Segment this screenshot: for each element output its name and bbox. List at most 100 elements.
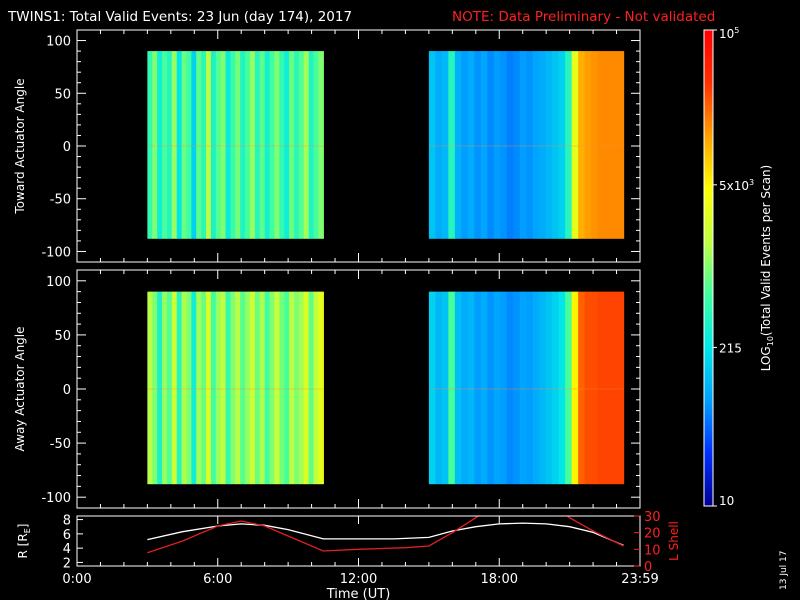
heatmap-column bbox=[264, 51, 271, 239]
heatmap-column bbox=[308, 291, 315, 485]
heatmap-column bbox=[147, 291, 153, 485]
preliminary-note: NOTE: Data Preliminary - Not validated bbox=[452, 9, 715, 25]
heatmap-column bbox=[206, 51, 212, 239]
y-tick-label: -100 bbox=[41, 245, 71, 260]
heatmap-column bbox=[610, 291, 618, 485]
heatmap-column bbox=[610, 51, 618, 239]
heatmap-column bbox=[186, 291, 192, 485]
heatmap-column bbox=[240, 291, 246, 485]
y-axis-label: Away Actuator Angle bbox=[13, 326, 27, 451]
colorbar-tick-label: 5x103 bbox=[719, 178, 754, 193]
heatmap-column bbox=[591, 51, 599, 239]
heatmap-column bbox=[210, 51, 217, 239]
heatmap-column bbox=[157, 291, 163, 485]
colorbar-tick-label-sup: 3 bbox=[749, 178, 754, 187]
heatmap-column bbox=[428, 51, 436, 239]
heatmap-column bbox=[539, 291, 547, 485]
heatmap-column bbox=[191, 291, 197, 485]
heatmap-column bbox=[519, 51, 527, 239]
heatmap-column bbox=[545, 51, 553, 239]
heatmap-column bbox=[269, 291, 276, 485]
heatmap-column bbox=[435, 291, 443, 485]
heatmap-column bbox=[152, 51, 158, 239]
heatmap-column bbox=[181, 51, 188, 239]
heatmap-column bbox=[298, 291, 305, 485]
heatmap-column bbox=[318, 51, 324, 239]
heatmap-column bbox=[225, 51, 232, 239]
heatmap-column bbox=[578, 291, 586, 485]
heatmap-column bbox=[474, 51, 482, 239]
heatmap-column bbox=[428, 291, 436, 485]
y-tick-label: 50 bbox=[54, 87, 71, 102]
colorbar-label-rest: (Total Valid Events per Scan) bbox=[759, 165, 773, 336]
heatmap-column bbox=[526, 291, 534, 485]
left-y-tick-label: 2 bbox=[63, 556, 71, 571]
heatmap-column bbox=[206, 291, 212, 485]
heatmap-column bbox=[513, 291, 521, 485]
heatmap-column bbox=[303, 51, 310, 239]
heatmap-column bbox=[597, 51, 605, 239]
heatmap-column bbox=[289, 291, 295, 485]
colorbar-tick-label: 105 bbox=[719, 26, 739, 41]
heatmap-column bbox=[506, 51, 514, 239]
heatmap-column bbox=[240, 51, 246, 239]
heatmap-column bbox=[552, 51, 560, 239]
heatmap-column bbox=[526, 51, 534, 239]
heatmap-column bbox=[259, 51, 266, 239]
left-axis-label-sub: E bbox=[23, 528, 32, 533]
colorbar-tick-label-base: 10 bbox=[719, 494, 734, 508]
heatmap-column bbox=[152, 291, 158, 485]
heatmap-column bbox=[571, 291, 579, 485]
heatmap-column bbox=[245, 291, 251, 485]
y-axis-label: Toward Actuator Angle bbox=[13, 78, 27, 214]
heatmap-panel-1: -100 -50 0 50 100 Toward Actuator Angle bbox=[13, 29, 641, 263]
y-tick-label: 0 bbox=[63, 383, 71, 398]
heatmap-column bbox=[235, 291, 241, 485]
heatmap-column bbox=[289, 51, 295, 239]
heatmap-column bbox=[435, 51, 443, 239]
colorbar-label-sub: 10 bbox=[766, 336, 775, 346]
heatmap-column bbox=[500, 291, 508, 485]
x-tick-label: 6:00 bbox=[203, 572, 232, 587]
x-tick-label: 12:00 bbox=[340, 572, 377, 587]
heatmap-column bbox=[166, 51, 173, 239]
heatmap-column bbox=[441, 51, 449, 239]
heatmap-column bbox=[493, 291, 501, 485]
heatmap-column bbox=[604, 51, 612, 239]
heatmap-column bbox=[264, 291, 271, 485]
heatmap-column bbox=[274, 291, 280, 485]
heatmap-column bbox=[293, 291, 300, 485]
heatmap-column bbox=[196, 291, 202, 485]
heatmap-column bbox=[461, 51, 469, 239]
x-tick-label: 0:00 bbox=[62, 572, 91, 587]
colorbar-label-main: LOG bbox=[759, 346, 773, 371]
heatmap-column bbox=[454, 51, 462, 239]
right-axis-label: L Shell bbox=[667, 521, 681, 561]
y-tick-label: 100 bbox=[46, 275, 71, 290]
heatmap-column bbox=[269, 51, 276, 239]
heatmap-column bbox=[318, 291, 324, 485]
heatmap-column bbox=[487, 291, 495, 485]
chart-title: TWINS1: Total Valid Events: 23 Jun (day … bbox=[7, 9, 352, 25]
heatmap-column bbox=[171, 291, 178, 485]
left-axis-label-end: ] bbox=[16, 524, 30, 529]
heatmap-column bbox=[225, 291, 232, 485]
y-tick-label: 50 bbox=[54, 329, 71, 344]
left-axis-label: R [RE] bbox=[16, 524, 32, 559]
colorbar-tick-label-base: 215 bbox=[719, 341, 742, 355]
heatmap-column bbox=[196, 51, 202, 239]
heatmap-column bbox=[284, 291, 290, 485]
left-y-tick-label: 8 bbox=[63, 514, 71, 529]
heatmap-column bbox=[565, 51, 573, 239]
colorbar-tick-label-base: 5x10 bbox=[719, 179, 749, 193]
heatmap-column bbox=[584, 291, 592, 485]
heatmap-column bbox=[201, 51, 207, 239]
radial-distance-line bbox=[147, 522, 624, 546]
date-stamp: 13 Jul 17 bbox=[779, 551, 789, 591]
heatmap-column bbox=[162, 51, 168, 239]
heatmap-column bbox=[461, 291, 469, 485]
heatmap-column bbox=[274, 51, 280, 239]
right-y-tick-label: 20 bbox=[644, 527, 661, 542]
